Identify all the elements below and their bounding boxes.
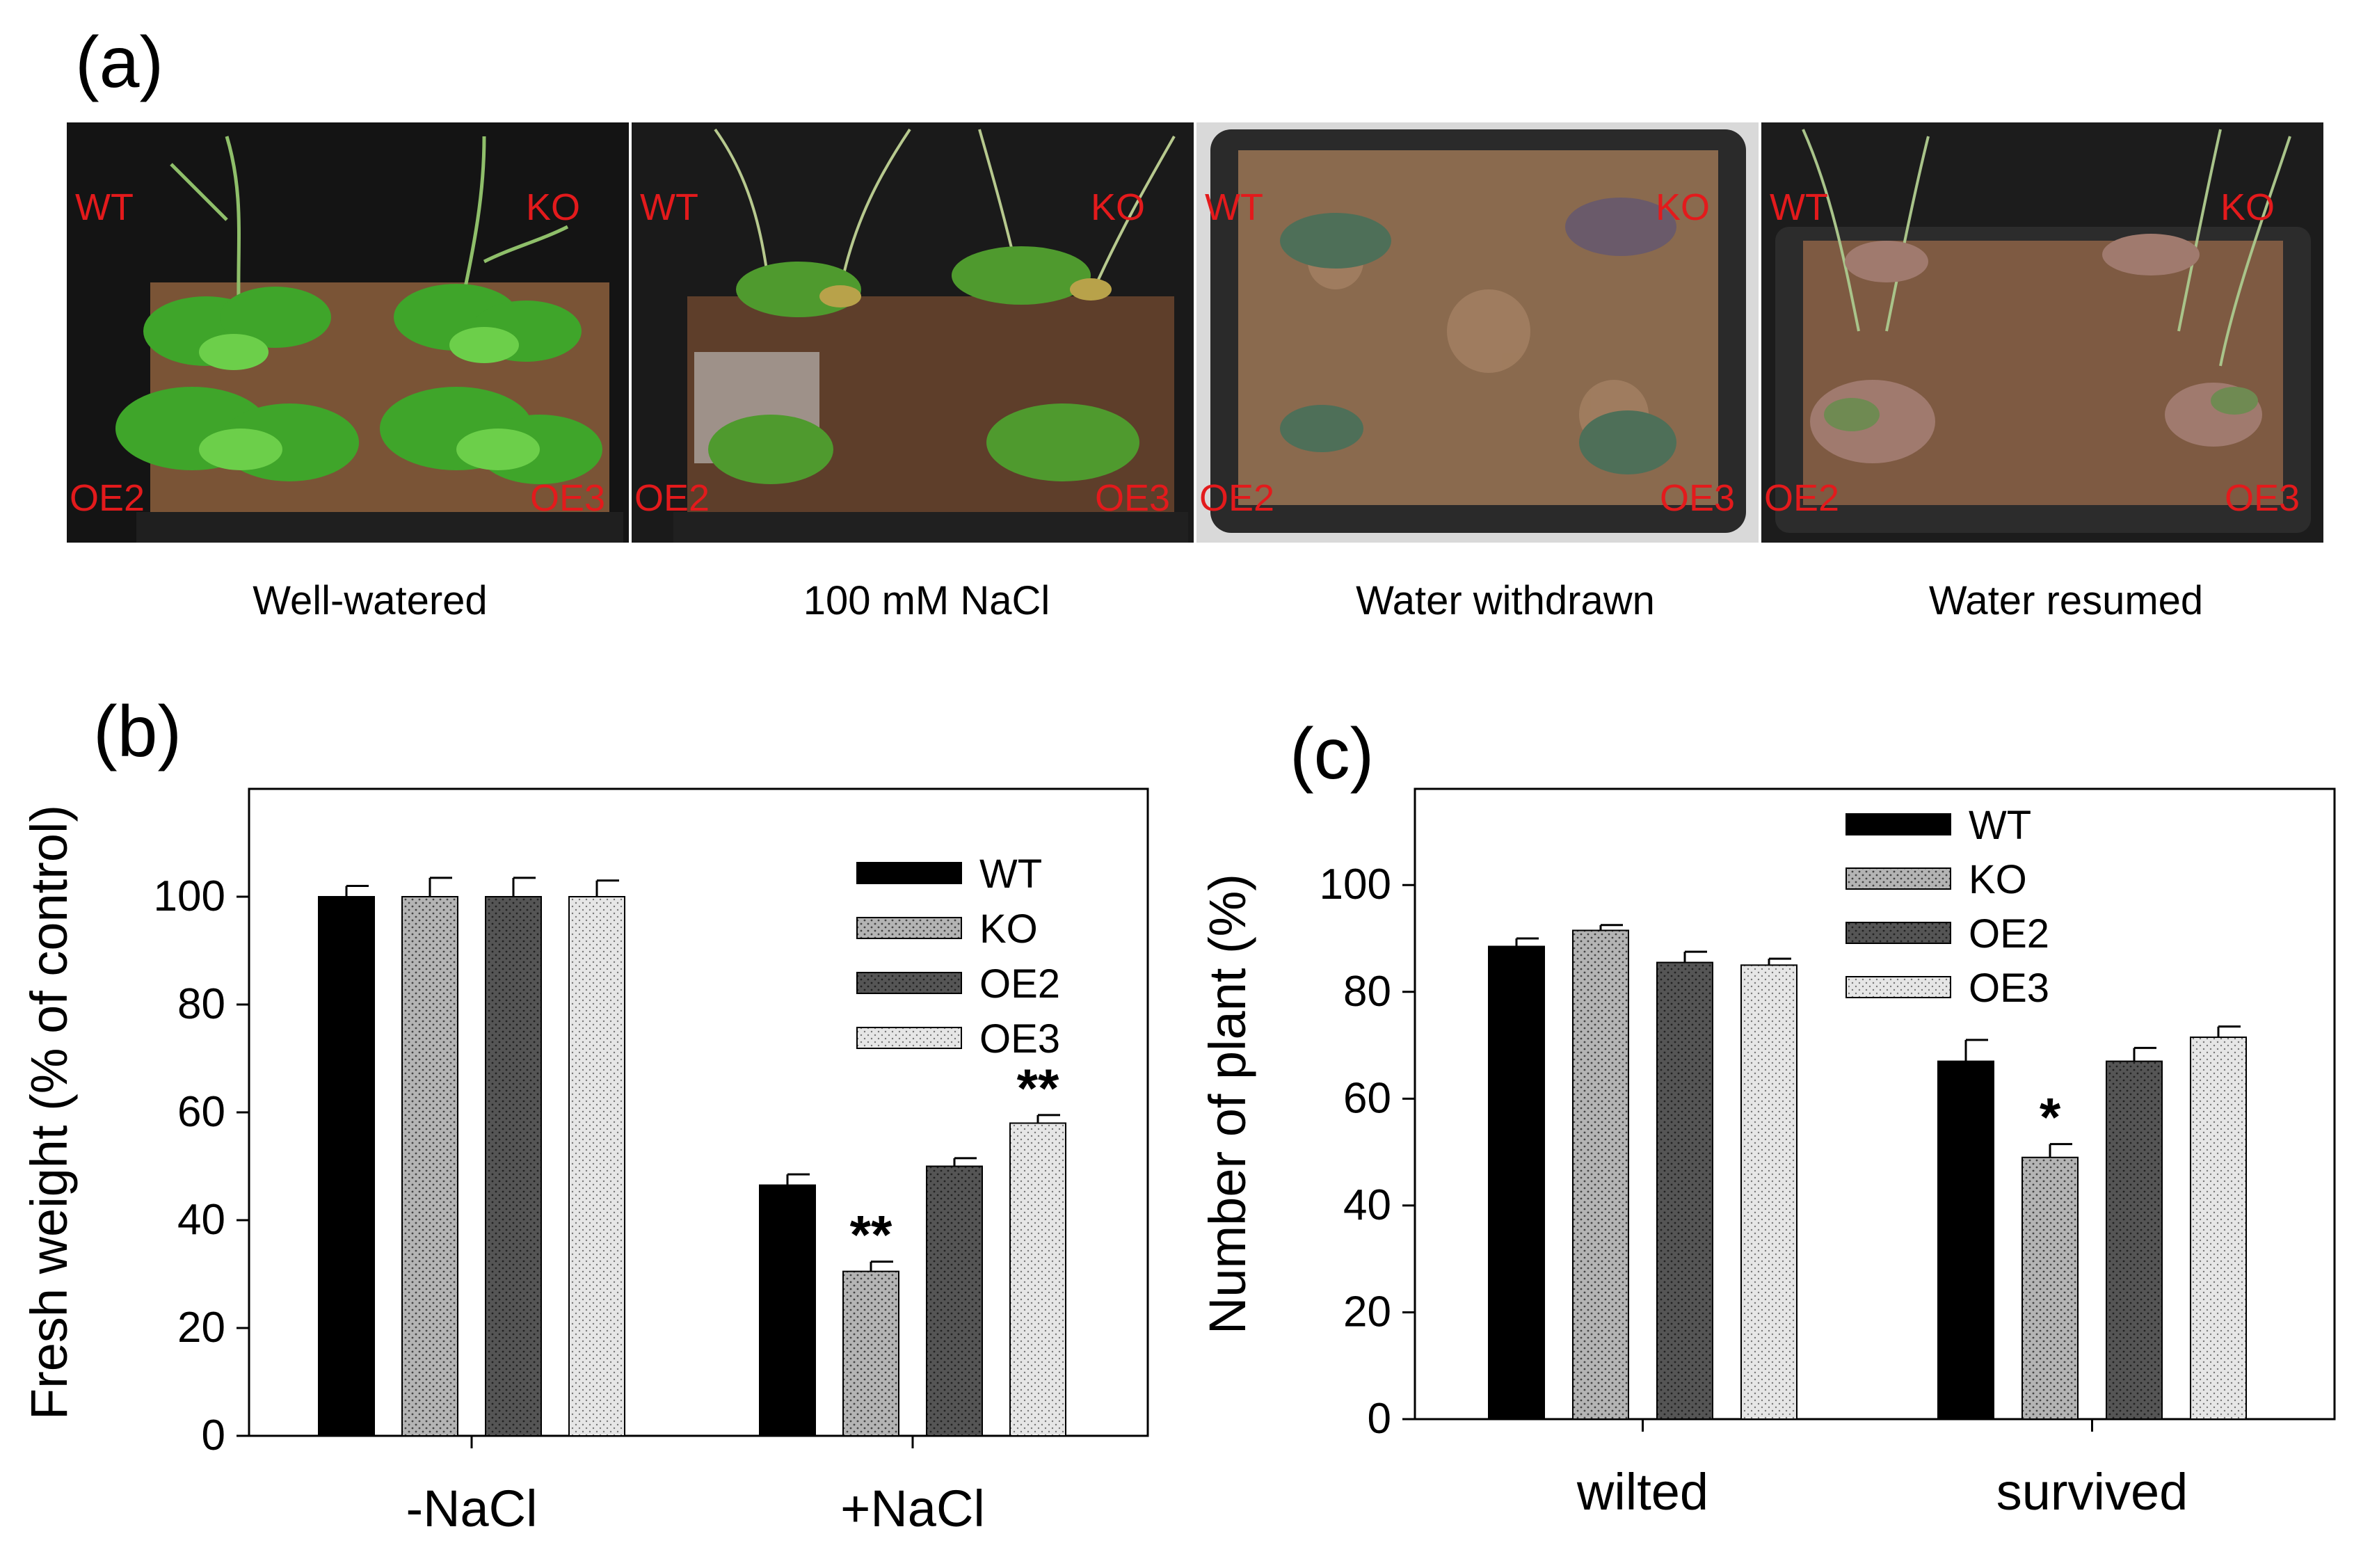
x-tick-label: wilted bbox=[1576, 1463, 1708, 1521]
legend-swatch-ko bbox=[856, 917, 962, 939]
photo-label-oe3: OE3 bbox=[530, 477, 605, 519]
bar-wt bbox=[759, 1184, 816, 1437]
panel-label-c: (c) bbox=[1290, 714, 1375, 794]
bar-oe2 bbox=[2106, 1060, 2163, 1420]
chart-plant-number: 0 20 40 60 80 100 Number of plant (%) wilted sur… bbox=[1199, 787, 2336, 1521]
photo-water-resumed bbox=[1761, 122, 2323, 543]
caption-well-watered: Well-watered bbox=[253, 578, 488, 623]
bar-oe3 bbox=[2190, 1037, 2247, 1420]
caption-water-withdrawn: Water withdrawn bbox=[1356, 578, 1655, 623]
legend-swatch-oe2 bbox=[1845, 922, 1951, 944]
bar-ko bbox=[842, 1270, 899, 1437]
photo-label-oe3: OE3 bbox=[1095, 477, 1170, 519]
x-tick-label: -NaCl bbox=[406, 1480, 537, 1537]
legend-label-oe2: OE2 bbox=[979, 961, 1060, 1007]
legend-swatch-wt bbox=[856, 862, 962, 884]
photo-label-wt: WT bbox=[640, 186, 698, 228]
y-axis-label: Number of plant (%) bbox=[1199, 874, 1256, 1334]
photo-label-wt: WT bbox=[1205, 186, 1263, 228]
photo-label-ko: KO bbox=[1656, 186, 1710, 228]
photo-label-oe2: OE2 bbox=[1199, 477, 1274, 519]
chart-fresh-weight: 0 20 40 60 80 100 Fresh weight (% of control) -… bbox=[20, 787, 1149, 1537]
significance-mark: ** bbox=[1017, 1057, 1059, 1119]
y-tick-label: 60 bbox=[177, 1088, 225, 1136]
bar-ko bbox=[1572, 929, 1629, 1420]
photo-label-oe3: OE3 bbox=[1660, 477, 1735, 519]
bar-oe2 bbox=[926, 1165, 983, 1437]
y-tick-label: 100 bbox=[1320, 861, 1391, 909]
y-tick-label: 60 bbox=[1343, 1074, 1391, 1122]
legend-swatch-oe3 bbox=[1845, 976, 1951, 998]
photo-label-wt: WT bbox=[1770, 186, 1828, 228]
y-tick-label: 100 bbox=[154, 872, 225, 920]
photo-label-oe3: OE3 bbox=[2225, 477, 2300, 519]
bar-wt bbox=[318, 896, 375, 1437]
y-tick-label: 20 bbox=[177, 1304, 225, 1352]
photo-label-ko: KO bbox=[1091, 186, 1145, 228]
y-tick-label: 80 bbox=[177, 980, 225, 1028]
significance-mark: ** bbox=[850, 1204, 892, 1265]
photo-label-oe2: OE2 bbox=[70, 477, 145, 519]
photo-label-oe2: OE2 bbox=[634, 477, 710, 519]
y-tick-label: 0 bbox=[202, 1411, 225, 1459]
photo-well-watered bbox=[67, 122, 629, 543]
bar-oe2 bbox=[1656, 961, 1713, 1421]
photo-label-ko: KO bbox=[2220, 186, 2275, 228]
panel-label-b: (b) bbox=[93, 691, 182, 772]
plot-frame bbox=[1414, 787, 2336, 1421]
bar-oe3 bbox=[1009, 1122, 1066, 1437]
bar-wt bbox=[1937, 1060, 1994, 1420]
photo-nacl bbox=[632, 122, 1194, 543]
legend-swatch-wt bbox=[1845, 813, 1951, 835]
x-tick-label: +NaCl bbox=[840, 1480, 985, 1537]
y-tick-label: 40 bbox=[1343, 1181, 1391, 1229]
caption-nacl: 100 mM NaCl bbox=[803, 578, 1050, 623]
legend-swatch-oe2 bbox=[856, 972, 962, 994]
bar-ko bbox=[401, 896, 458, 1437]
y-axis-label: Fresh weight (% of control) bbox=[20, 805, 78, 1420]
photo-label-layer: WT KO OE2 OE3 WT KO OE2 OE3 WT KO OE2 OE3 WT KO OE2 OE3 bbox=[70, 186, 2300, 519]
legend-label-ko: KO bbox=[979, 906, 1038, 952]
photo-label-oe2: OE2 bbox=[1764, 477, 1839, 519]
legend-label-wt: WT bbox=[979, 851, 1042, 897]
bar-wt bbox=[1488, 945, 1545, 1420]
panel-label-a: (a) bbox=[75, 22, 164, 103]
significance-mark: * bbox=[2040, 1087, 2061, 1148]
y-tick-label: 0 bbox=[1368, 1395, 1391, 1443]
photo-label-wt: WT bbox=[75, 186, 134, 228]
legend-label-oe2: OE2 bbox=[1969, 911, 2049, 957]
bar-ko bbox=[2021, 1156, 2079, 1420]
y-tick-label: 40 bbox=[177, 1196, 225, 1244]
bar-oe2 bbox=[485, 896, 542, 1437]
legend-label-ko: KO bbox=[1969, 857, 2027, 902]
legend-label-wt: WT bbox=[1969, 803, 2031, 848]
legend-swatch-oe3 bbox=[856, 1027, 962, 1049]
photo-label-ko: KO bbox=[526, 186, 580, 228]
legend-swatch-ko bbox=[1845, 867, 1951, 890]
caption-water-resumed: Water resumed bbox=[1928, 578, 2204, 623]
bar-oe3 bbox=[1740, 964, 1797, 1421]
y-tick-label: 80 bbox=[1343, 968, 1391, 1016]
photo-water-withdrawn bbox=[1196, 122, 1759, 543]
legend-label-oe3: OE3 bbox=[979, 1016, 1060, 1062]
y-tick-label: 20 bbox=[1343, 1288, 1391, 1336]
legend-label-oe3: OE3 bbox=[1969, 966, 2049, 1011]
x-tick-label: survived bbox=[1996, 1463, 2188, 1521]
bar-oe3 bbox=[568, 896, 625, 1437]
